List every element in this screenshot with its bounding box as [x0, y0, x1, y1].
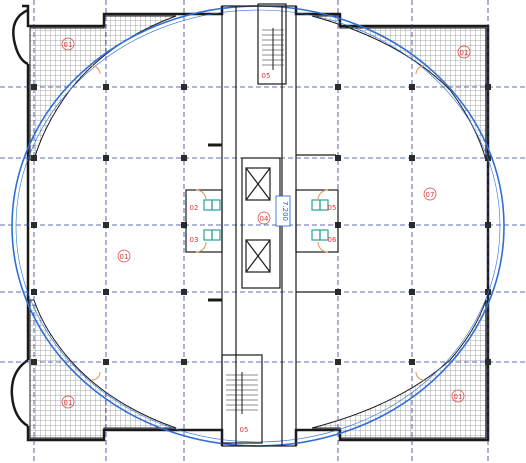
hatched-corners [29, 15, 487, 439]
elevation-tag: 7.200 [275, 195, 291, 227]
label-stair-lower: 05 [240, 426, 249, 434]
label-stair-upper: 05 [262, 72, 271, 80]
label-core-center: 04 [260, 215, 269, 223]
columns [31, 84, 491, 365]
door-swings [91, 65, 425, 381]
label-toilet-left-upper: 02 [190, 204, 199, 212]
label-toilet-right-lower: 06 [328, 236, 337, 244]
label-toilet-left-lower: 03 [190, 236, 199, 244]
elevation-value: 7.200 [281, 201, 289, 221]
central-core [185, 3, 339, 447]
label-zone-right: 07 [426, 191, 435, 199]
stairs [226, 28, 284, 414]
label-zone-left: 01 [120, 253, 129, 261]
label-corner-br: 01 [454, 393, 463, 401]
room-labels: 01 07 01 01 01 01 04 02 03 05 06 05 05 [61, 37, 471, 434]
label-corner-bl: 01 [64, 399, 73, 407]
label-corner-tr: 01 [460, 49, 469, 57]
label-toilet-right-upper: 05 [328, 204, 337, 212]
label-corner-tl: 01 [64, 41, 73, 49]
toilet-fixtures [203, 199, 329, 241]
